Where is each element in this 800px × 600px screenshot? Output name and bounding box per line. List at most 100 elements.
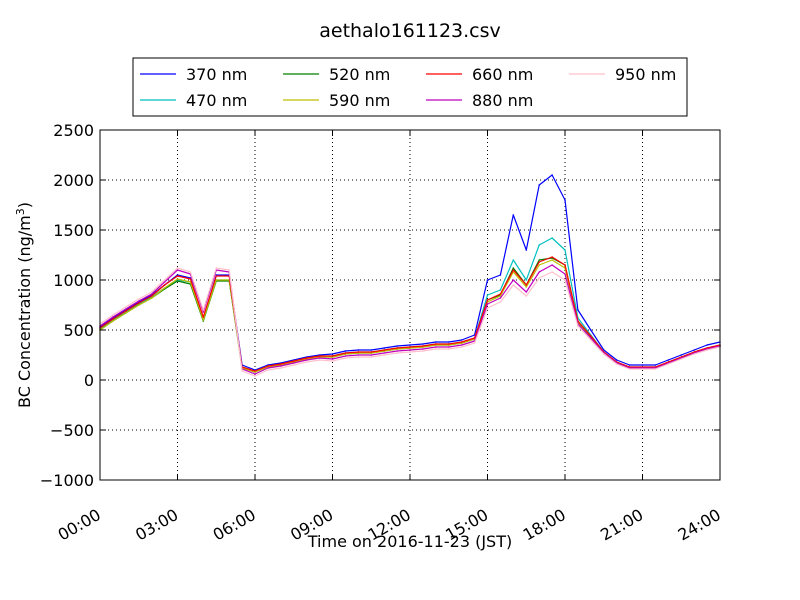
data-point	[305, 359, 308, 361]
data-point	[396, 345, 398, 347]
data-point	[525, 249, 528, 251]
data-point	[486, 294, 489, 296]
data-point	[344, 355, 347, 357]
data-point	[422, 348, 424, 350]
data-point	[460, 339, 463, 341]
data-point	[344, 357, 347, 359]
data-point	[590, 339, 592, 341]
y-tick-label: 0	[84, 371, 94, 390]
data-point	[512, 279, 515, 281]
data-point	[189, 271, 192, 273]
data-point	[383, 347, 386, 349]
data-point	[603, 353, 605, 355]
data-point	[293, 360, 295, 362]
data-point	[654, 364, 657, 366]
data-point	[551, 271, 553, 273]
y-tick-label: 2000	[53, 171, 94, 190]
axis-ticks	[99, 129, 721, 481]
data-point	[112, 320, 114, 322]
data-point	[189, 278, 192, 280]
data-point	[280, 367, 282, 369]
legend-entry: 880 nm	[472, 91, 533, 110]
data-point	[176, 280, 179, 282]
data-point	[590, 329, 592, 331]
legend-entry: 950 nm	[615, 65, 676, 84]
data-point	[422, 343, 424, 345]
data-point	[254, 375, 256, 377]
data-point	[409, 349, 411, 351]
y-tick-label: 1500	[53, 221, 94, 240]
data-point	[564, 279, 566, 281]
data-point	[293, 364, 295, 366]
data-point	[538, 264, 540, 266]
data-point	[551, 174, 553, 176]
data-point	[202, 309, 205, 311]
data-point	[138, 298, 140, 300]
data-point	[577, 325, 579, 327]
data-point	[215, 279, 218, 281]
data-point	[163, 279, 166, 281]
data-point	[396, 347, 398, 349]
data-point	[422, 345, 424, 347]
data-point	[215, 275, 218, 277]
data-point	[499, 289, 502, 291]
data-point	[370, 356, 373, 358]
legend-entry: 370 nm	[186, 65, 247, 84]
data-point	[150, 295, 153, 297]
data-point	[525, 295, 528, 297]
data-point	[499, 301, 502, 303]
data-point	[163, 284, 166, 286]
data-point	[680, 358, 683, 360]
data-point	[254, 373, 256, 375]
y-axis-label-end: )	[15, 202, 34, 208]
data-point	[615, 359, 618, 361]
data-point	[409, 346, 411, 348]
data-point	[202, 311, 205, 313]
data-point	[499, 295, 502, 297]
y-axis-label: BC Concentration (ng/m3)	[14, 202, 34, 408]
data-point	[628, 368, 631, 370]
data-point	[396, 352, 398, 354]
data-point	[383, 352, 386, 354]
data-point	[357, 351, 360, 353]
legend-entry: 470 nm	[186, 91, 247, 110]
data-point	[538, 184, 540, 186]
y-tick-label: 2500	[53, 121, 94, 140]
data-point	[590, 337, 592, 339]
data-point	[706, 344, 708, 346]
data-point	[202, 316, 205, 318]
data-point	[254, 370, 256, 372]
y-tick-label: 500	[63, 321, 94, 340]
data-point	[551, 237, 553, 239]
y-tick-labels: 2500 2000 1500 1000 500 0 −500 −1000	[40, 121, 94, 490]
data-point	[318, 355, 321, 357]
data-point	[564, 273, 566, 275]
data-point	[125, 306, 127, 308]
data-point	[176, 267, 179, 269]
data-point	[499, 274, 502, 276]
data-point	[486, 299, 489, 301]
data-point	[538, 271, 540, 273]
data-point	[525, 284, 528, 286]
data-point	[112, 316, 114, 318]
data-point	[370, 354, 373, 356]
data-point	[357, 354, 360, 356]
data-point	[331, 353, 334, 355]
data-point	[150, 297, 153, 299]
data-point	[344, 350, 347, 352]
data-point	[448, 341, 450, 343]
data-point	[125, 312, 127, 314]
data-point	[125, 310, 127, 312]
data-point	[215, 267, 218, 269]
data-point	[396, 350, 398, 352]
data-point	[667, 363, 670, 365]
data-point	[654, 368, 657, 370]
data-point	[280, 363, 282, 365]
y-axis-label-sup: 3	[14, 208, 27, 215]
data-point	[383, 354, 386, 356]
data-point	[448, 343, 450, 345]
data-point	[564, 199, 566, 201]
data-point	[435, 341, 437, 343]
data-point	[435, 346, 437, 348]
